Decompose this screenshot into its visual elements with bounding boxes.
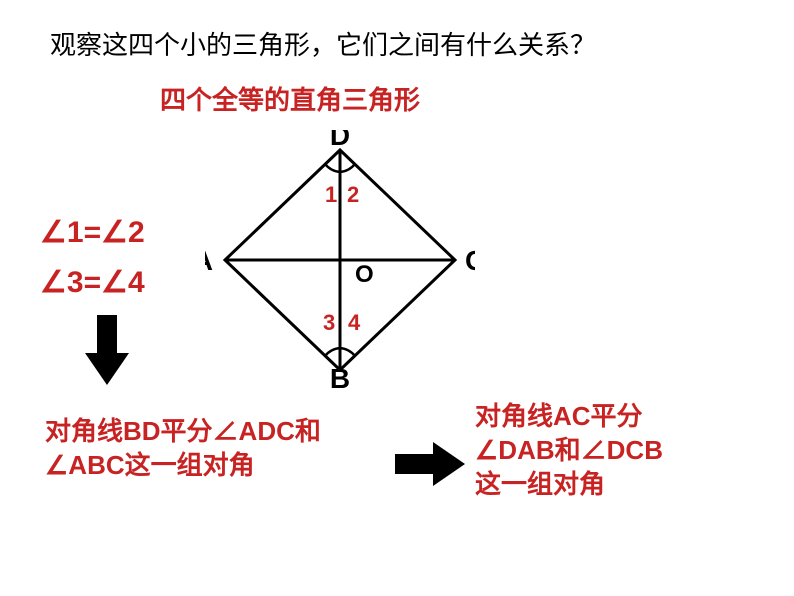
conclusion-1: 对角线BD平分∠ADC和 ∠ABC这一组对角 [45,415,321,483]
conclusion-1-line1: 对角线BD平分∠ADC和 [45,415,321,449]
angle-4: 4 [348,310,361,335]
conclusion-2-line3: 这一组对角 [475,468,663,502]
conclusion-2-line1: 对角线AC平分 [475,400,663,434]
arrow-right-icon [395,442,465,486]
label-D: D [330,130,350,151]
answer-text: 四个全等的直角三角形 [160,80,420,117]
angle-1: 1 [325,182,337,207]
label-O: O [355,261,374,288]
label-B: B [330,363,350,390]
conclusion-2-line2: ∠DAB和∠DCB [475,434,663,468]
rhombus-diagram: D B A C O 1 2 3 4 [205,130,475,390]
conclusion-2: 对角线AC平分 ∠DAB和∠DCB 这一组对角 [475,400,663,501]
label-C: C [465,245,475,276]
label-A: A [205,245,213,276]
conclusion-1-line2: ∠ABC这一组对角 [45,449,321,483]
angle-2: 2 [347,182,359,207]
equation-1: ∠1=∠2 [40,215,145,250]
angle-3: 3 [323,310,335,335]
question-text: 观察这四个小的三角形，它们之间有什么关系？ [50,25,596,62]
arrow-down-icon [85,315,129,385]
equation-2: ∠3=∠4 [40,265,145,300]
